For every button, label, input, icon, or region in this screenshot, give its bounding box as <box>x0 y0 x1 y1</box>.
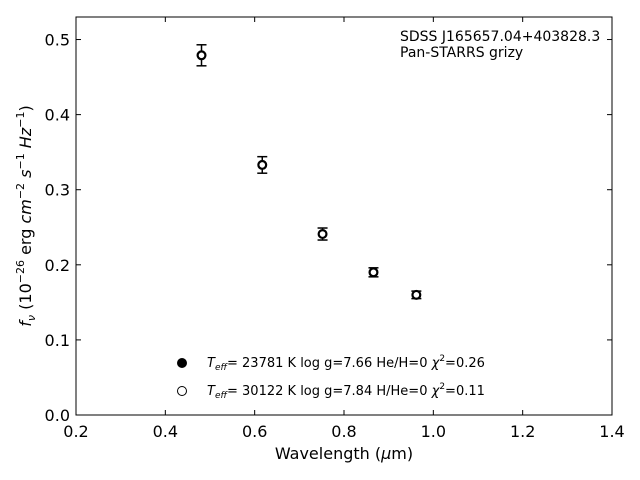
legend-entry-2-logg: log g=7.84 <box>300 384 372 399</box>
legend-marker-filled <box>177 358 187 368</box>
y-tick-label: 0.2 <box>45 256 70 275</box>
legend-entry-2: Teff= 30122 K log g=7.84 H/He=0 χ2=0.11 <box>207 382 485 401</box>
data-point-open <box>258 161 266 169</box>
x-tick-label: 0.6 <box>242 422 267 441</box>
y-tick-label: 0.4 <box>45 106 70 125</box>
y-tick-label: 0.1 <box>45 331 70 350</box>
data-point-open <box>318 230 327 238</box>
axis-ticks: 0.2 0.4 0.6 0.8 1.0 1.2 1.4 0.0 0.1 0.2 0.3 0.4 0.5 <box>45 17 625 441</box>
legend-entry-1: Teff= 23781 K log g=7.66 He/H=0 χ2=0.26 <box>207 354 485 373</box>
y-tick-label: 0.5 <box>45 31 70 50</box>
legend: Teff= 23781 K log g=7.66 He/H=0 χ2=0.26 … <box>177 354 485 401</box>
x-tick-label: 1.2 <box>510 422 535 441</box>
legend-entry-1-chi2: =0.26 <box>445 356 485 371</box>
annotation-object-name: SDSS J165657.04+403828.3 <box>400 29 600 45</box>
y-axis-label: fν (10−26 erg cm−2 s−1 Hz−1) <box>14 105 38 326</box>
x-tick-label: 0.4 <box>153 422 178 441</box>
data-point-open <box>369 268 378 276</box>
data-points <box>196 50 422 300</box>
x-tick-label: 0.2 <box>63 422 88 441</box>
legend-entry-1-logg: log g=7.66 <box>300 356 372 371</box>
data-point-open <box>412 291 420 299</box>
legend-entry-1-comp: He/H=0 <box>376 356 427 371</box>
data-point-open <box>197 51 206 59</box>
legend-entry-2-comp: H/He=0 <box>376 384 427 399</box>
x-axis-label: Wavelength (μm) <box>275 444 413 463</box>
error-bars <box>196 44 422 300</box>
legend-marker-open <box>177 386 187 396</box>
annotation-survey: Pan-STARRS grizy <box>400 45 523 61</box>
legend-entry-2-chi2: =0.11 <box>445 384 485 399</box>
x-tick-label: 1.4 <box>599 422 624 441</box>
y-tick-label: 0.3 <box>45 181 70 200</box>
y-tick-label: 0.0 <box>45 406 70 425</box>
x-tick-label: 0.8 <box>331 422 356 441</box>
legend-entry-1-teff: = 23781 K <box>227 356 297 371</box>
x-tick-label: 1.0 <box>421 422 446 441</box>
legend-entry-2-teff: = 30122 K <box>227 384 297 399</box>
